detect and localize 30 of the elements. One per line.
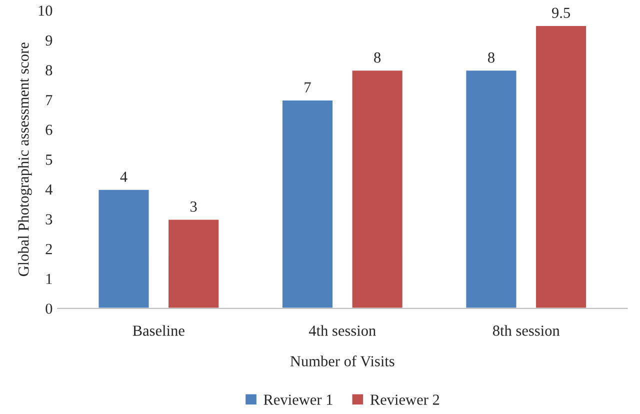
legend-label: Reviewer 1 — [264, 394, 332, 405]
x-tick-label: Baseline — [132, 325, 184, 336]
y-tick-label: 1 — [46, 274, 52, 284]
y-tick-label: 0 — [46, 304, 52, 314]
bar — [350, 69, 404, 308]
bar — [534, 24, 588, 308]
data-label: 4 — [120, 172, 128, 182]
y-tick-label: 10 — [38, 5, 52, 16]
data-label: 3 — [190, 201, 197, 212]
x-axis-title: Number of Visits — [290, 355, 394, 366]
y-tick-label: 9 — [46, 35, 52, 46]
y-tick-label: 8 — [46, 65, 52, 76]
data-label: 7 — [304, 82, 311, 92]
y-tick-label: 6 — [46, 124, 52, 136]
bar — [281, 99, 334, 308]
bar — [97, 188, 150, 308]
x-tick-label: 4th session — [308, 325, 376, 336]
data-label: 8 — [374, 52, 381, 63]
x-tick-label: 8th session — [492, 325, 560, 336]
y-tick-label: 5 — [46, 154, 52, 165]
data-label: 8 — [488, 52, 494, 63]
y-tick-label: 2 — [46, 244, 52, 254]
data-label: 9.5 — [552, 8, 570, 18]
legend-label: Reviewer 2 — [370, 394, 440, 405]
y-tick-label: 3 — [46, 214, 52, 224]
y-tick-label: 4 — [45, 184, 52, 194]
y-axis-title: Global Photographic assessment score — [18, 42, 32, 276]
bar — [464, 69, 518, 308]
y-tick-label: 7 — [46, 95, 52, 106]
bar — [167, 218, 220, 308]
